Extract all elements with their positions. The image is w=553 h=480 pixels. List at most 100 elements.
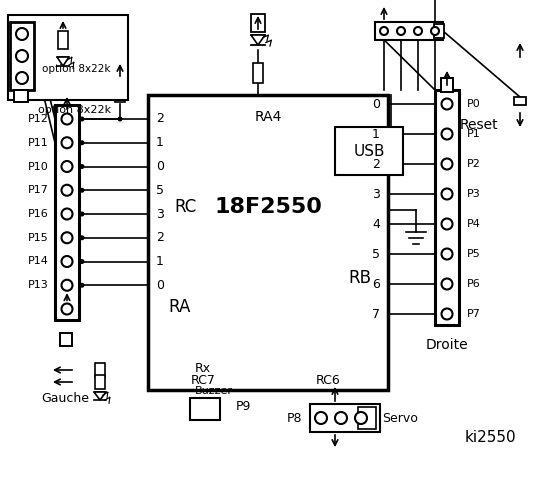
Bar bbox=[14, 90, 28, 102]
Text: 5: 5 bbox=[156, 184, 164, 197]
Bar bbox=[310, 404, 380, 432]
Circle shape bbox=[16, 50, 28, 62]
Bar bbox=[441, 78, 453, 92]
Text: 2: 2 bbox=[372, 157, 380, 170]
Circle shape bbox=[397, 27, 405, 35]
Text: Droite: Droite bbox=[426, 338, 468, 352]
Text: P13: P13 bbox=[28, 280, 49, 290]
Text: P3: P3 bbox=[467, 189, 481, 199]
Circle shape bbox=[441, 189, 452, 200]
Text: 5: 5 bbox=[372, 248, 380, 261]
Text: 2: 2 bbox=[156, 112, 164, 125]
Bar bbox=[335, 127, 403, 175]
Text: 4: 4 bbox=[372, 217, 380, 230]
Text: 18F2550: 18F2550 bbox=[214, 197, 322, 217]
Circle shape bbox=[441, 158, 452, 169]
Text: Buzzer: Buzzer bbox=[195, 386, 233, 396]
Text: 0: 0 bbox=[156, 160, 164, 173]
Text: 2: 2 bbox=[156, 231, 164, 244]
Bar bbox=[253, 63, 263, 83]
Bar bbox=[375, 22, 443, 40]
Circle shape bbox=[431, 27, 439, 35]
Circle shape bbox=[16, 72, 28, 84]
Text: 3: 3 bbox=[372, 188, 380, 201]
Polygon shape bbox=[251, 35, 265, 45]
Text: Rx: Rx bbox=[195, 361, 211, 374]
Text: RA4: RA4 bbox=[254, 110, 281, 124]
Text: USB: USB bbox=[353, 144, 385, 158]
Circle shape bbox=[315, 412, 327, 424]
Circle shape bbox=[380, 27, 388, 35]
Text: RC7: RC7 bbox=[191, 373, 216, 386]
Bar bbox=[58, 31, 68, 49]
Text: P12: P12 bbox=[28, 114, 49, 124]
Circle shape bbox=[61, 185, 72, 196]
Circle shape bbox=[80, 140, 85, 145]
Bar bbox=[8, 15, 128, 100]
Circle shape bbox=[80, 188, 85, 193]
Circle shape bbox=[441, 309, 452, 320]
Text: P5: P5 bbox=[467, 249, 481, 259]
Circle shape bbox=[61, 137, 72, 148]
Bar bbox=[148, 95, 388, 390]
Circle shape bbox=[441, 98, 452, 109]
Circle shape bbox=[61, 303, 72, 314]
Circle shape bbox=[441, 249, 452, 260]
Circle shape bbox=[441, 278, 452, 289]
Text: P6: P6 bbox=[467, 279, 481, 289]
Circle shape bbox=[61, 113, 72, 124]
Circle shape bbox=[80, 283, 85, 288]
Bar bbox=[514, 97, 526, 105]
Text: 0: 0 bbox=[372, 97, 380, 110]
Circle shape bbox=[355, 412, 367, 424]
Bar bbox=[358, 407, 376, 429]
Circle shape bbox=[441, 218, 452, 229]
Text: RA: RA bbox=[169, 299, 191, 316]
Text: 1: 1 bbox=[156, 255, 164, 268]
Text: P4: P4 bbox=[467, 219, 481, 229]
Text: Servo: Servo bbox=[382, 411, 418, 424]
Polygon shape bbox=[57, 57, 69, 66]
Circle shape bbox=[80, 212, 85, 216]
Text: P17: P17 bbox=[28, 185, 49, 195]
Text: Gauche: Gauche bbox=[41, 392, 89, 405]
Text: P1: P1 bbox=[467, 129, 481, 139]
Text: ki2550: ki2550 bbox=[464, 431, 516, 445]
Text: P0: P0 bbox=[467, 99, 481, 109]
Bar bbox=[115, 82, 125, 101]
Text: P2: P2 bbox=[467, 159, 481, 169]
Circle shape bbox=[61, 232, 72, 243]
Text: Reset: Reset bbox=[460, 118, 498, 132]
Circle shape bbox=[117, 117, 123, 121]
Circle shape bbox=[61, 280, 72, 291]
Bar bbox=[435, 90, 459, 325]
Circle shape bbox=[61, 208, 72, 219]
Text: P16: P16 bbox=[28, 209, 49, 219]
Text: P9: P9 bbox=[236, 400, 251, 413]
Text: P14: P14 bbox=[28, 256, 49, 266]
Bar bbox=[434, 24, 444, 38]
Text: option 8x22k: option 8x22k bbox=[41, 64, 110, 74]
Bar bbox=[190, 398, 220, 420]
Text: 3: 3 bbox=[156, 207, 164, 220]
Circle shape bbox=[80, 259, 85, 264]
Circle shape bbox=[80, 235, 85, 240]
Circle shape bbox=[61, 161, 72, 172]
Bar bbox=[95, 375, 105, 389]
Text: RB: RB bbox=[348, 269, 372, 287]
Circle shape bbox=[80, 117, 85, 121]
Text: P10: P10 bbox=[28, 161, 49, 171]
Circle shape bbox=[80, 164, 85, 169]
Polygon shape bbox=[94, 392, 106, 400]
Bar bbox=[60, 333, 72, 346]
Bar bbox=[55, 105, 79, 320]
Bar bbox=[95, 363, 105, 377]
Circle shape bbox=[16, 28, 28, 40]
Text: RC: RC bbox=[175, 198, 197, 216]
Text: P15: P15 bbox=[28, 233, 49, 243]
Circle shape bbox=[335, 412, 347, 424]
Text: 1: 1 bbox=[372, 128, 380, 141]
Circle shape bbox=[441, 129, 452, 140]
Text: 1: 1 bbox=[156, 136, 164, 149]
Text: 6: 6 bbox=[372, 277, 380, 290]
